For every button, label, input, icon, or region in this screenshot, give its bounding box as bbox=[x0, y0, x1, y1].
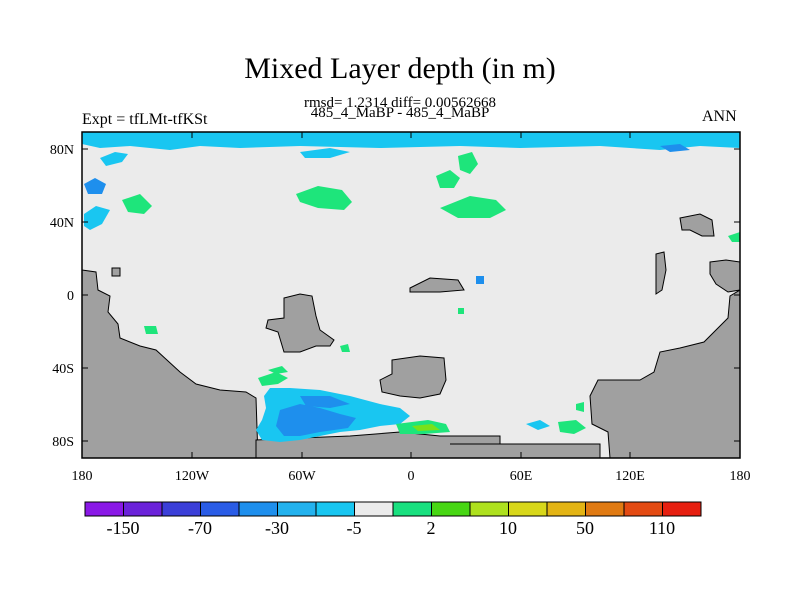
colorbar-label: 2 bbox=[427, 518, 436, 538]
experiment-label: Expt = tfLMt-tfKSt bbox=[82, 111, 208, 128]
patch-pacific-3 bbox=[440, 196, 506, 218]
colorbar-box bbox=[123, 501, 163, 517]
y-tick-label: 40S bbox=[52, 362, 74, 377]
x-tick-label: 180 bbox=[730, 469, 751, 484]
land-northeast bbox=[679, 213, 715, 237]
patch-atlantic bbox=[296, 186, 352, 210]
anomaly-southern-mid bbox=[276, 404, 356, 436]
colorbar-box bbox=[392, 501, 432, 517]
colorbar-box bbox=[508, 501, 548, 517]
colorbar-label: -30 bbox=[265, 518, 289, 538]
land-west bbox=[82, 269, 259, 458]
patch-pacific-2 bbox=[436, 170, 460, 188]
anomaly-green-5 bbox=[576, 402, 584, 412]
colorbar-label: -5 bbox=[347, 518, 362, 538]
colorbar-box bbox=[238, 501, 278, 517]
patch-north-2 bbox=[84, 178, 106, 194]
colorbar-labels: -150 -70 -30 -5 2 10 50 110 bbox=[107, 518, 676, 538]
patch-north-4 bbox=[122, 194, 152, 214]
land-islet-1 bbox=[111, 267, 121, 277]
experiment-subtitle: 485_4_MaBP - 485_4_MaBP bbox=[310, 105, 490, 121]
x-tick-label: 60E bbox=[510, 469, 533, 484]
colorbar-box bbox=[315, 501, 355, 517]
stats-subtitle: rmsd= 1.2314 diff= 0.00562668 bbox=[303, 95, 497, 111]
anomaly-green-yellow bbox=[412, 424, 440, 431]
colorbar-box bbox=[200, 501, 240, 517]
y-tick-label: 80N bbox=[50, 143, 74, 158]
colorbar-box bbox=[546, 501, 586, 517]
y-tick-label: 40N bbox=[50, 216, 74, 231]
patch-north-6 bbox=[660, 144, 690, 152]
patch-east-edge bbox=[728, 232, 740, 242]
colorbar-label: 50 bbox=[576, 518, 594, 538]
colorbar-label: 110 bbox=[649, 518, 675, 538]
patch-north-3 bbox=[84, 206, 110, 230]
colorbar-box bbox=[354, 501, 394, 517]
x-tick-label: 120W bbox=[175, 469, 210, 484]
x-tick-label: 60W bbox=[288, 469, 316, 484]
colorbar-box bbox=[431, 501, 471, 517]
anomaly-green-4 bbox=[558, 420, 586, 434]
x-tick-label: 120E bbox=[615, 469, 645, 484]
colorbar-box bbox=[585, 501, 625, 517]
season-label: ANN bbox=[702, 108, 737, 125]
land-east-upper bbox=[709, 259, 740, 293]
anomaly-green-6 bbox=[144, 326, 158, 334]
land-east-island bbox=[655, 251, 667, 295]
land-east bbox=[589, 289, 740, 458]
patch-north-5 bbox=[300, 148, 350, 158]
colorbar-box bbox=[84, 501, 124, 517]
anomaly-green-7 bbox=[340, 344, 350, 352]
colorbar-box bbox=[662, 501, 702, 517]
anomaly-green-8 bbox=[458, 308, 464, 314]
land-equator-strip bbox=[409, 277, 465, 293]
colorbar-box bbox=[161, 501, 201, 517]
anomaly-green-1 bbox=[258, 372, 288, 386]
patch-north-1 bbox=[100, 152, 128, 166]
arctic-band-edge bbox=[82, 144, 740, 150]
colorbar bbox=[84, 501, 702, 517]
colorbar-box bbox=[623, 501, 663, 517]
colorbar-label: -70 bbox=[188, 518, 212, 538]
land-central bbox=[265, 293, 335, 353]
anomaly-southern-mid-2 bbox=[300, 396, 350, 408]
colorbar-box bbox=[469, 501, 509, 517]
patch-pacific-1 bbox=[458, 152, 478, 174]
map-area bbox=[82, 132, 740, 458]
anomaly-green-2 bbox=[268, 366, 288, 374]
x-axis-labels: 180 120W 60W 0 60E 120E 180 bbox=[72, 469, 751, 484]
plot-title: Mixed Layer depth (in m) bbox=[244, 52, 556, 85]
tick-marks bbox=[81, 132, 741, 458]
colorbar-box bbox=[277, 501, 317, 517]
x-tick-label: 180 bbox=[72, 469, 93, 484]
colorbar-label: -150 bbox=[107, 518, 140, 538]
anomaly-blue-1 bbox=[476, 276, 484, 284]
land-south-central bbox=[379, 355, 447, 399]
y-tick-label: 0 bbox=[67, 289, 74, 304]
colorbar-label: 10 bbox=[499, 518, 517, 538]
x-tick-label: 0 bbox=[408, 469, 415, 484]
y-axis-labels: 80N 40N 0 40S 80S bbox=[50, 143, 74, 450]
land-south-strip bbox=[255, 431, 601, 458]
y-tick-label: 80S bbox=[52, 435, 74, 450]
anomaly-light-1 bbox=[526, 420, 550, 430]
